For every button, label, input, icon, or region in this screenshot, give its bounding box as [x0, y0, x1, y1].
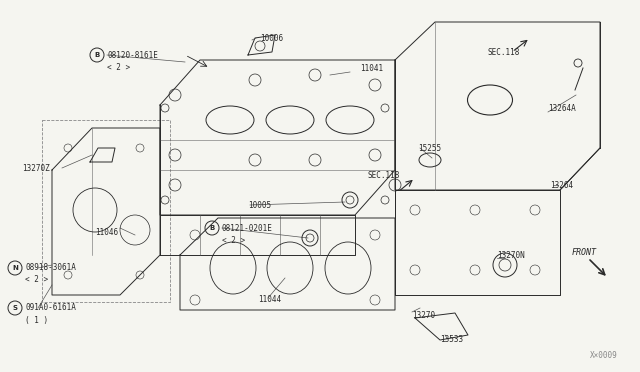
Text: X×0009: X×0009: [590, 350, 618, 359]
Text: 091A0-6161A: 091A0-6161A: [25, 304, 76, 312]
Text: 13533: 13533: [440, 336, 463, 344]
Text: < 2 >: < 2 >: [107, 62, 130, 71]
Text: ( 1 ): ( 1 ): [25, 315, 48, 324]
Text: 13270Z: 13270Z: [22, 164, 50, 173]
Text: 11041: 11041: [360, 64, 383, 73]
Text: 08120-8161E: 08120-8161E: [107, 51, 158, 60]
Text: SEC.118: SEC.118: [488, 48, 520, 57]
Text: S: S: [13, 305, 17, 311]
Text: 10005: 10005: [248, 201, 271, 209]
Text: 13270: 13270: [412, 311, 435, 320]
Text: 15255: 15255: [418, 144, 441, 153]
Text: N: N: [12, 265, 18, 271]
Text: 08918-3061A: 08918-3061A: [25, 263, 76, 273]
Bar: [42, 120, 170, 302]
Text: FRONT: FRONT: [572, 247, 597, 257]
Text: 13270N: 13270N: [497, 250, 525, 260]
Text: 11046: 11046: [95, 228, 118, 237]
Text: B: B: [209, 225, 214, 231]
Text: 10006: 10006: [260, 33, 283, 42]
Text: 08121-0201E: 08121-0201E: [222, 224, 273, 232]
Text: 13264A: 13264A: [548, 103, 576, 112]
Text: < 2 >: < 2 >: [25, 276, 48, 285]
Text: < 2 >: < 2 >: [222, 235, 245, 244]
Text: SEC.118: SEC.118: [368, 170, 401, 180]
Text: 11044: 11044: [258, 295, 281, 305]
Text: 13264: 13264: [550, 180, 573, 189]
Text: B: B: [94, 52, 100, 58]
